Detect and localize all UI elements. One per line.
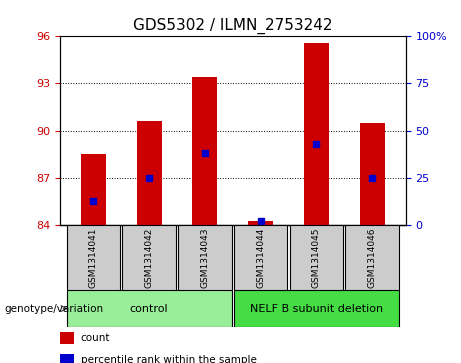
Bar	[345, 225, 399, 290]
Bar	[234, 290, 399, 327]
Bar	[304, 42, 329, 225]
Bar	[81, 154, 106, 225]
Bar	[248, 221, 273, 225]
Text: GSM1314044: GSM1314044	[256, 228, 265, 288]
Text: count: count	[81, 334, 110, 343]
Bar	[234, 225, 288, 290]
Text: GSM1314042: GSM1314042	[145, 228, 154, 288]
Bar	[136, 121, 162, 225]
Text: GSM1314041: GSM1314041	[89, 228, 98, 288]
Bar	[122, 225, 176, 290]
Text: GSM1314045: GSM1314045	[312, 228, 321, 288]
Bar	[178, 225, 232, 290]
Bar	[60, 354, 74, 363]
Title: GDS5302 / ILMN_2753242: GDS5302 / ILMN_2753242	[133, 17, 332, 33]
Text: NELF B subunit deletion: NELF B subunit deletion	[250, 303, 383, 314]
Bar	[192, 77, 218, 225]
Bar	[290, 225, 343, 290]
Bar	[360, 123, 385, 225]
Bar	[60, 333, 74, 344]
Text: genotype/variation: genotype/variation	[5, 303, 104, 314]
Text: GSM1314046: GSM1314046	[368, 228, 377, 288]
Bar	[67, 290, 232, 327]
Bar	[67, 225, 120, 290]
Text: GSM1314043: GSM1314043	[201, 228, 209, 288]
Text: control: control	[130, 303, 168, 314]
Text: percentile rank within the sample: percentile rank within the sample	[81, 355, 257, 363]
